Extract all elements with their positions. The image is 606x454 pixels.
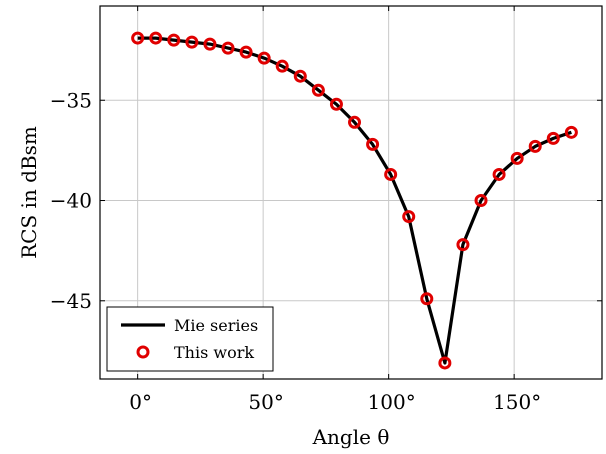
y-tick-label: −45 [50, 289, 92, 313]
data-point-this-work [438, 356, 452, 370]
x-tick-labels: 0° 50° 100° 150° [129, 390, 541, 414]
data-point-this-work [348, 115, 362, 129]
data-point-this-work [185, 35, 199, 49]
data-point-this-work [420, 292, 434, 306]
data-point-this-work [564, 125, 578, 139]
data-point-this-work [510, 151, 524, 165]
legend-swatch-this-work [136, 345, 150, 359]
data-point-this-work [329, 97, 343, 111]
data-point-this-work [203, 37, 217, 51]
tick-marks [100, 6, 602, 379]
legend-label-mie-series: Mie series [174, 316, 258, 335]
legend: Mie series This work [106, 306, 274, 372]
y-axis-title: RCS in dBsm [17, 126, 41, 259]
plot-area-frame [99, 5, 603, 380]
y-tick-labels: −35 −40 −45 [50, 88, 92, 313]
data-point-this-work [474, 194, 488, 208]
data-point-this-work [492, 167, 506, 181]
data-point-this-work [275, 59, 289, 73]
data-point-this-work [293, 69, 307, 83]
data-point-this-work [456, 238, 470, 252]
data-point-this-work [257, 51, 271, 65]
data-point-this-work [311, 83, 325, 97]
data-point-this-work [528, 139, 542, 153]
x-tick-label: 0° [129, 390, 152, 414]
data-point-this-work [366, 137, 380, 151]
y-tick-label: −35 [50, 88, 92, 112]
legend-box [106, 306, 274, 372]
data-point-this-work [546, 131, 560, 145]
data-point-this-work [167, 33, 181, 47]
x-tick-label: 100° [368, 390, 416, 414]
series-layer [131, 31, 578, 370]
data-point-this-work [402, 210, 416, 224]
x-tick-label: 150° [493, 390, 541, 414]
data-point-this-work [149, 31, 163, 45]
grid [100, 6, 602, 379]
x-tick-label: 50° [248, 390, 283, 414]
legend-label-this-work: This work [174, 343, 254, 362]
data-point-this-work [221, 41, 235, 55]
x-axis-title: Angle θ [312, 425, 390, 449]
data-point-this-work [239, 45, 253, 59]
data-point-this-work [384, 167, 398, 181]
data-point-this-work [131, 31, 145, 45]
series-line-mie-series [137, 36, 572, 365]
y-tick-label: −40 [50, 189, 92, 213]
